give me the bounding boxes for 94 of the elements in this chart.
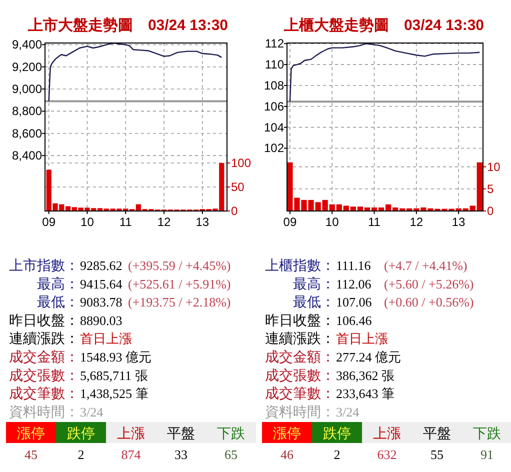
y-tick-label: 9,400 — [12, 38, 42, 52]
x-tick-label: 12 — [410, 215, 424, 229]
text: 上漲 — [373, 425, 401, 441]
text: 資料時間： — [265, 403, 335, 420]
text: 上市指數： — [9, 257, 79, 273]
line-series — [289, 43, 480, 102]
text: 漲停 — [273, 425, 301, 441]
text: 277.24 億元 — [336, 350, 401, 364]
text: 下跌 — [217, 425, 245, 441]
y-tick-label: 110 — [264, 58, 284, 72]
text: 65 — [224, 447, 238, 462]
y-tick-label: 102 — [264, 141, 284, 156]
x-tick-label: 09 — [283, 215, 297, 229]
text: 昨日收盤： — [9, 312, 79, 328]
text: (+193.75 / +2.18%) — [128, 294, 231, 310]
text: 最高： — [293, 275, 335, 292]
text: 45 — [24, 447, 38, 462]
text: 下跌 — [473, 425, 501, 441]
x-tick-label: 13 — [196, 215, 210, 229]
text: 最高： — [37, 275, 79, 292]
y2-tick-label: 10 — [487, 160, 501, 174]
text: 107.06 — [336, 294, 372, 310]
x-tick-label: 11 — [368, 215, 381, 229]
text: 386,362 張 — [336, 368, 394, 383]
text: 111.16 — [336, 258, 372, 273]
text: 跌停 — [67, 425, 95, 441]
x-tick-label: 11 — [119, 215, 132, 229]
x-tick-label: 09 — [42, 215, 56, 229]
x-tick-label: 13 — [452, 215, 466, 229]
text: 資料時間： — [9, 403, 79, 420]
text: 成交張數： — [265, 366, 335, 383]
text: 91 — [480, 447, 494, 462]
text: 首日上漲 — [80, 331, 132, 346]
y2-tick-label: 0 — [231, 204, 238, 218]
text: 46 — [280, 447, 294, 462]
text: 632 — [377, 447, 397, 462]
text: 55 — [430, 447, 444, 462]
text: 2 — [334, 447, 340, 462]
y2-tick-label: 0 — [487, 204, 494, 218]
text: 33 — [174, 447, 188, 462]
x-tick-label: 10 — [80, 215, 94, 229]
text: 平盤 — [423, 425, 451, 441]
y-tick-label: 106 — [264, 99, 284, 114]
y-tick-label: 8,400 — [12, 148, 42, 163]
text: 連續漲跌： — [265, 330, 335, 346]
line-series — [48, 42, 222, 102]
y-tick-label: 112 — [264, 36, 284, 51]
y-tick-label: 8,800 — [12, 104, 42, 118]
text: 3/24 — [336, 404, 360, 420]
y2-tick-label: 50 — [231, 180, 245, 194]
text: 上櫃指數： — [265, 257, 335, 273]
text: 成交金額： — [265, 348, 335, 364]
text: 5,685,711 張 — [80, 368, 148, 383]
text: 8890.03 — [80, 312, 122, 328]
chart-title: 上櫃大盤走勢圖 03/24 13:30 — [282, 17, 484, 34]
text: 連續漲跌： — [9, 330, 79, 346]
chart-title: 上市大盤走勢圖 03/24 13:30 — [26, 16, 228, 34]
text: 成交筆數： — [9, 385, 79, 402]
text: 上漲 — [117, 425, 145, 441]
text: 首日上漲 — [336, 331, 388, 346]
text: 106.46 — [336, 312, 372, 328]
text: 2 — [78, 447, 84, 462]
text: 874 — [121, 447, 142, 462]
y2-tick-label: 5 — [487, 182, 494, 196]
x-tick-label: 10 — [325, 215, 340, 229]
y-tick-label: 104 — [264, 120, 284, 134]
text: (+525.61 / +5.91%) — [128, 276, 231, 292]
text: 成交張數： — [9, 366, 79, 383]
text: 9083.78 — [80, 294, 122, 310]
text: (+5.60 / +5.26%) — [384, 276, 474, 292]
text: 1548.93 億元 — [80, 350, 152, 364]
text: 漲停 — [17, 425, 45, 441]
y2-tick-label: 100 — [231, 156, 252, 170]
text: 跌停 — [323, 425, 351, 441]
y-tick-label: 108 — [264, 78, 284, 92]
text: 3/24 — [80, 404, 104, 420]
text: (+395.59 / +4.45%) — [128, 258, 231, 273]
text: 112.06 — [336, 276, 372, 292]
text: 昨日收盤： — [265, 312, 335, 328]
text: 成交金額： — [9, 348, 79, 364]
text: 1,438,525 筆 — [80, 386, 148, 402]
text: 成交筆數： — [265, 385, 335, 402]
text: 最低： — [293, 294, 335, 310]
text: (+4.7 / +4.41%) — [384, 258, 468, 273]
text: 233,643 筆 — [336, 386, 394, 402]
y-tick-label: 9,200 — [12, 60, 42, 74]
y-tick-label: 8,600 — [12, 126, 42, 140]
y-tick-label: 9,000 — [12, 82, 42, 96]
text: 9415.64 — [80, 276, 123, 292]
text: 9285.62 — [80, 258, 122, 273]
x-tick-label: 12 — [157, 215, 172, 229]
text: 最低： — [37, 294, 79, 310]
text: 平盤 — [167, 425, 195, 441]
text: (+0.60 / +0.56%) — [384, 294, 474, 310]
